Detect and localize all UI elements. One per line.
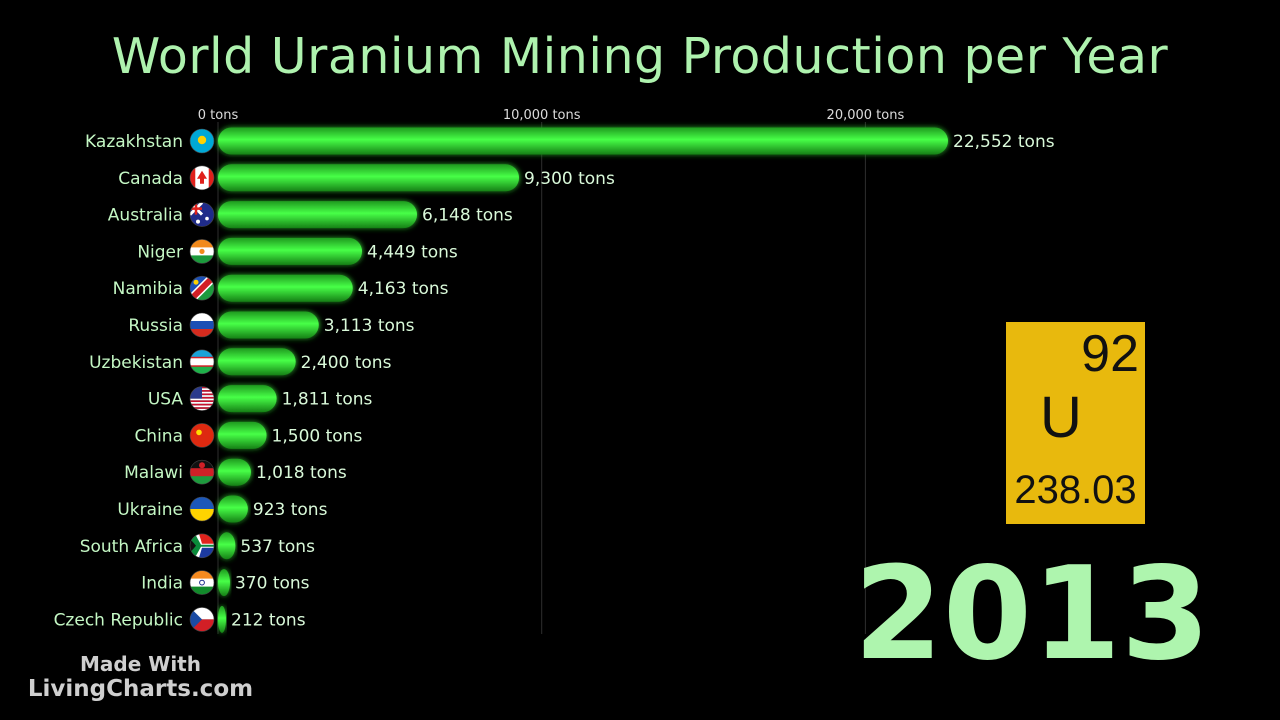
- bar: [218, 532, 236, 560]
- bar: [218, 274, 353, 302]
- australia-flag-icon: [189, 202, 215, 227]
- value-label: 4,163 tons: [358, 279, 449, 299]
- namibia-flag-icon: [189, 275, 215, 301]
- bar-row: Kazakhstan 22,552 tons: [85, 127, 1055, 155]
- atomic-mass: 238.03: [1014, 468, 1137, 512]
- watermark: Made With LivingCharts.com: [18, 652, 263, 702]
- bar-chart: 0 tons 10,000 tons 20,000 tons Kazakhstan 2…: [54, 108, 1055, 634]
- value-label: 2,400 tons: [301, 353, 392, 373]
- india-flag-icon: [189, 570, 215, 595]
- atomic-number: 92: [1081, 325, 1139, 383]
- value-label: 22,552 tons: [953, 132, 1055, 152]
- canada-flag-icon: [189, 165, 215, 191]
- bar-row: Namibia 4,163 tons: [113, 274, 449, 302]
- bar-row: Malawi 1,018 tons: [124, 458, 347, 486]
- value-label: 537 tons: [240, 537, 315, 557]
- bar: [218, 201, 418, 229]
- bar-row: South Africa 537 tons: [80, 532, 315, 560]
- country-label: Australia: [108, 206, 183, 226]
- value-label: 212 tons: [231, 610, 306, 630]
- value-label: 6,148 tons: [422, 206, 513, 226]
- bar-row: Niger 4,449 tons: [137, 237, 458, 265]
- value-label: 1,811 tons: [282, 390, 373, 410]
- kazakhstan-flag-icon: [189, 128, 215, 154]
- value-label: 1,018 tons: [256, 463, 347, 483]
- country-label: Niger: [137, 242, 183, 262]
- value-label: 1,500 tons: [272, 426, 363, 446]
- bar: [218, 605, 226, 633]
- bar: [218, 311, 319, 339]
- value-label: 923 tons: [253, 500, 328, 520]
- ukraine-flag-icon: [189, 496, 215, 522]
- country-label: Malawi: [124, 463, 183, 483]
- bar-row: India 370 tons: [141, 569, 310, 597]
- niger-flag-icon: [189, 239, 215, 264]
- country-label: Uzbekistan: [89, 353, 183, 373]
- bar: [218, 495, 248, 523]
- south-africa-flag-icon: [189, 533, 215, 559]
- bar: [218, 458, 251, 486]
- country-label: Russia: [128, 316, 183, 336]
- country-label: South Africa: [80, 537, 183, 557]
- chart-title: World Uranium Mining Production per Year: [111, 28, 1169, 85]
- bar: [218, 127, 948, 155]
- bar-row: Ukraine 923 tons: [117, 495, 328, 523]
- value-label: 370 tons: [235, 574, 310, 594]
- bar: [218, 385, 277, 413]
- country-label: Ukraine: [117, 500, 183, 520]
- bar: [218, 348, 296, 376]
- bar-row: Russia 3,113 tons: [128, 311, 415, 339]
- china-flag-icon: [189, 423, 215, 448]
- value-label: 4,449 tons: [367, 242, 458, 262]
- bar: [218, 569, 230, 597]
- country-label: Kazakhstan: [85, 132, 183, 152]
- uzbekistan-flag-icon: [189, 349, 215, 375]
- watermark-line1: Made With: [80, 652, 201, 676]
- bar-row: Czech Republic 212 tons: [54, 605, 306, 633]
- usa-flag-icon: [189, 386, 215, 411]
- year-label: 2013: [853, 540, 1210, 689]
- bar: [218, 237, 363, 265]
- value-label: 3,113 tons: [324, 316, 415, 336]
- country-label: Czech Republic: [54, 610, 183, 630]
- watermark-line2: LivingCharts.com: [27, 676, 254, 702]
- value-label: 9,300 tons: [524, 169, 615, 189]
- bar-row: China 1,500 tons: [134, 421, 363, 449]
- x-tick-label: 0 tons: [198, 108, 239, 123]
- bar: [218, 421, 267, 449]
- malawi-flag-icon: [189, 459, 215, 485]
- country-label: Canada: [118, 169, 183, 189]
- country-label: China: [134, 426, 183, 446]
- czech-republic-flag-icon: [189, 607, 215, 632]
- country-label: USA: [148, 390, 184, 410]
- bar-row: Australia 6,148 tons: [108, 201, 513, 229]
- country-label: Namibia: [113, 279, 183, 299]
- bar-row: USA 1,811 tons: [148, 385, 373, 413]
- russia-flag-icon: [189, 312, 215, 338]
- x-tick-label: 10,000 tons: [503, 108, 581, 123]
- bar: [218, 164, 520, 192]
- uranium-element-tile: 92 U 238.03: [1006, 322, 1145, 524]
- country-label: India: [141, 574, 183, 594]
- element-symbol: U: [1040, 385, 1082, 450]
- bar-row: Uzbekistan 2,400 tons: [89, 348, 392, 376]
- bar-row: Canada 9,300 tons: [118, 164, 615, 192]
- x-tick-label: 20,000 tons: [827, 108, 905, 123]
